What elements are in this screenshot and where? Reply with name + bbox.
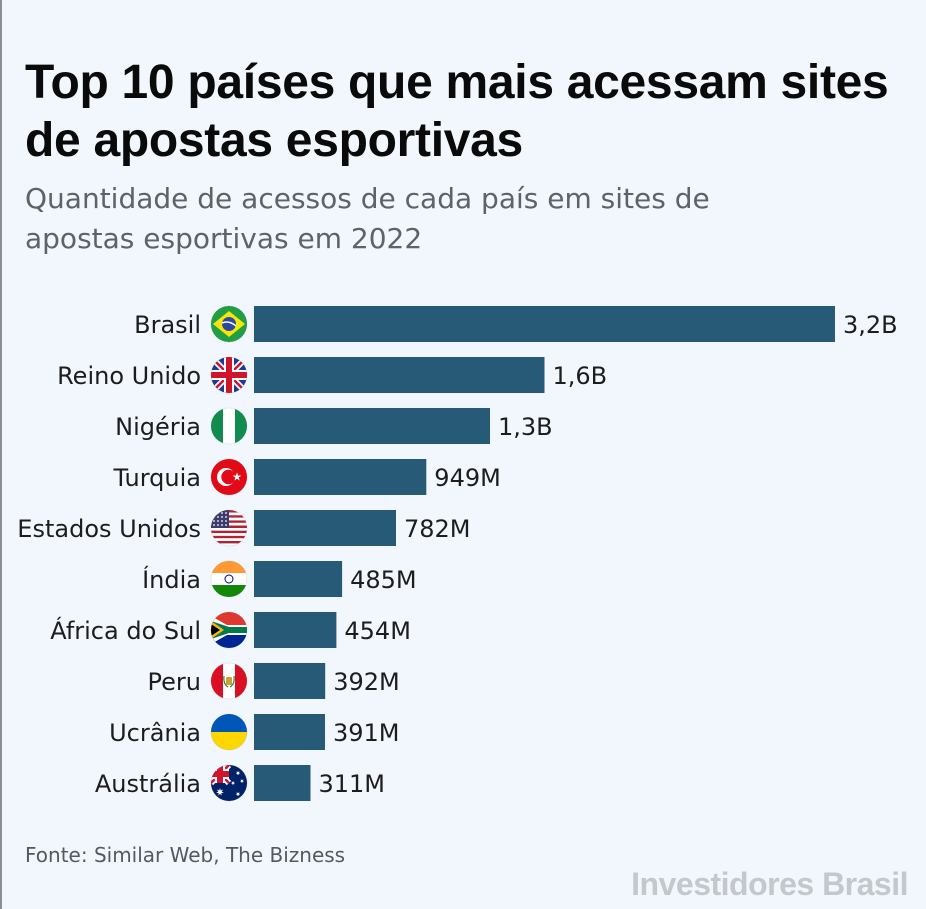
bar <box>254 306 835 342</box>
flag-australia-icon <box>210 764 248 802</box>
category-label: Austrália <box>95 770 201 798</box>
value-label: 454M <box>344 617 411 645</box>
category-label: Nigéria <box>115 413 201 441</box>
flag-usa-icon <box>210 509 248 547</box>
flag-turkey-icon <box>210 458 248 496</box>
value-label: 1,3B <box>498 413 553 441</box>
flag-india-icon <box>210 560 248 598</box>
flag-uk-icon <box>210 356 248 394</box>
value-label: 391M <box>333 719 400 747</box>
flag-ukraine-icon <box>210 713 248 751</box>
category-label: Peru <box>148 668 201 696</box>
category-label: Ucrânia <box>109 719 201 747</box>
brand-logo: Investidores Brasil <box>631 866 908 902</box>
flag-south-africa-icon <box>210 611 248 649</box>
bar-chart: Brasil 3,2B Reino Unido 1,6B Nigéria 1,3B Turq… <box>17 305 898 802</box>
bar <box>254 612 337 648</box>
value-label: 782M <box>404 515 471 543</box>
category-label: Estados Unidos <box>17 515 201 543</box>
value-label: 311M <box>319 770 386 798</box>
source-note: Fonte: Similar Web, The Bizness <box>25 843 346 867</box>
bar <box>254 357 545 393</box>
left-border <box>0 0 2 909</box>
category-label: África do Sul <box>50 616 201 645</box>
bar <box>254 714 325 750</box>
bar <box>254 765 311 801</box>
category-label: Brasil <box>134 311 201 339</box>
bar <box>254 408 490 444</box>
category-label: Turquia <box>113 464 202 492</box>
chart-subtitle: Quantidade de acessos de cada país em si… <box>25 182 710 255</box>
value-label: 949M <box>434 464 501 492</box>
category-label: Reino Unido <box>57 362 201 390</box>
bar <box>254 663 326 699</box>
bar <box>254 561 343 597</box>
flag-nigeria-icon <box>210 407 248 445</box>
category-label: Índia <box>142 565 201 594</box>
value-label: 485M <box>350 566 417 594</box>
value-label: 3,2B <box>843 311 898 339</box>
bar <box>254 459 427 495</box>
value-label: 392M <box>333 668 400 696</box>
chart-title: Top 10 países que mais acessam sites de … <box>25 56 889 167</box>
flag-brazil-icon <box>210 305 248 343</box>
flag-peru-icon <box>210 662 248 700</box>
bar <box>254 510 396 546</box>
value-label: 1,6B <box>553 362 608 390</box>
